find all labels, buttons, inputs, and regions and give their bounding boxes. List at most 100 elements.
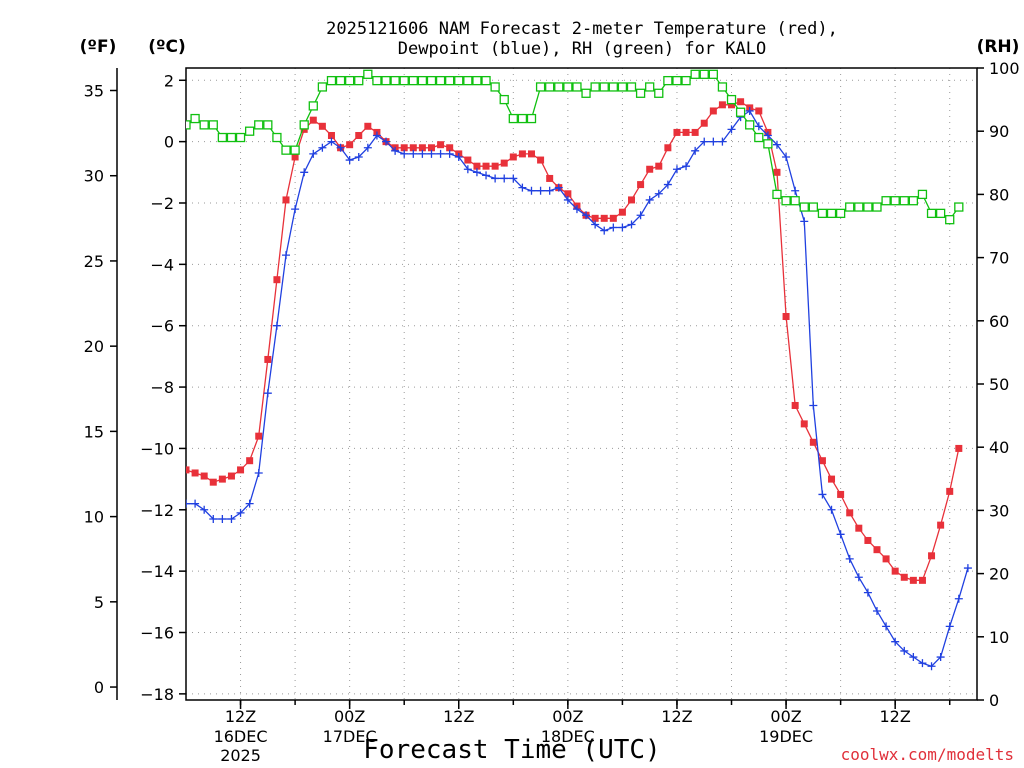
point-temperature: [955, 444, 963, 452]
point-dewpoint: [754, 122, 763, 131]
point-dewpoint: [609, 223, 618, 232]
point-dewpoint: [563, 195, 572, 204]
point-dewpoint: [309, 149, 318, 158]
point-dewpoint: [191, 499, 200, 508]
point-temperature: [446, 144, 454, 152]
point-rh: [408, 75, 418, 86]
tick-label-rh: 80: [989, 185, 1009, 204]
point-temperature: [527, 150, 535, 158]
point-rh: [881, 196, 891, 206]
point-temperature: [728, 101, 736, 109]
point-rh: [226, 132, 237, 143]
point-temperature: [609, 214, 617, 222]
point-temperature: [918, 576, 926, 584]
point-temperature: [246, 457, 254, 465]
point-temperature: [500, 159, 508, 167]
point-temperature: [928, 552, 936, 560]
point-dewpoint: [272, 321, 281, 330]
series-dewpoint: [186, 106, 972, 671]
point-temperature: [637, 181, 645, 189]
point-rh: [599, 82, 609, 92]
point-dewpoint: [391, 146, 400, 155]
unit-label-fahrenheit: (ºF): [80, 37, 117, 57]
point-temperature: [237, 466, 245, 474]
point-temperature: [855, 524, 863, 532]
point-rh: [845, 202, 855, 212]
point-temperature: [864, 536, 872, 544]
point-dewpoint: [536, 186, 545, 195]
series-line-temperature: [186, 100, 960, 581]
tick-label-f: 10: [84, 508, 104, 527]
point-temperature: [591, 214, 599, 222]
point-dewpoint: [718, 137, 727, 146]
point-dewpoint: [900, 646, 909, 655]
tick-label-rh: 40: [989, 438, 1009, 457]
point-dewpoint: [527, 186, 536, 195]
date-label-x: 16DEC: [214, 727, 268, 746]
point-temperature: [355, 131, 363, 139]
tick-label-rh: 30: [989, 501, 1009, 520]
point-temperature: [755, 107, 763, 115]
credit-text: coolwx.com/modelts: [841, 745, 1014, 764]
point-rh: [835, 208, 846, 219]
point-dewpoint: [545, 186, 554, 195]
unit-label-rh: (RH): [977, 37, 1020, 57]
point-dewpoint: [472, 168, 481, 177]
point-rh: [399, 75, 409, 86]
point-rh: [381, 75, 391, 86]
point-rh: [363, 69, 373, 79]
point-temperature: [564, 190, 572, 198]
point-dewpoint: [763, 131, 772, 140]
point-temperature: [491, 162, 499, 170]
point-temperature: [655, 162, 663, 170]
point-temperature: [537, 156, 545, 164]
point-rh: [726, 94, 737, 105]
point-temperature: [509, 153, 517, 161]
tick-label-c: −18: [140, 685, 174, 704]
point-rh: [954, 202, 964, 212]
point-temperature: [773, 168, 781, 176]
point-rh: [190, 113, 200, 124]
point-temperature: [718, 101, 726, 109]
point-dewpoint: [427, 149, 436, 158]
point-temperature: [700, 119, 708, 127]
point-rh: [435, 75, 446, 86]
tick-label-rh: 50: [989, 375, 1009, 394]
point-temperature: [518, 150, 526, 158]
point-rh: [535, 82, 546, 92]
point-rh: [826, 208, 837, 219]
tick-label-rh: 70: [989, 249, 1009, 268]
point-dewpoint: [845, 554, 854, 563]
point-dewpoint: [827, 505, 836, 514]
point-dewpoint: [700, 137, 709, 146]
point-dewpoint: [400, 149, 409, 158]
point-rh: [763, 139, 773, 149]
point-rh: [217, 132, 228, 143]
point-rh: [490, 82, 500, 92]
point-rh: [417, 75, 428, 86]
point-dewpoint: [872, 607, 881, 616]
point-rh: [208, 120, 218, 130]
point-temperature: [291, 153, 299, 161]
tick-label-rh: 100: [989, 59, 1020, 78]
point-rh: [945, 215, 955, 225]
point-rh: [244, 126, 255, 136]
point-dewpoint: [809, 401, 818, 410]
point-temperature: [600, 214, 608, 222]
point-rh: [299, 120, 309, 130]
point-rh: [463, 75, 473, 86]
point-temperature: [809, 438, 817, 446]
point-rh: [608, 82, 618, 92]
series-layer: [186, 69, 972, 671]
point-rh: [790, 196, 800, 206]
point-dewpoint: [263, 389, 272, 398]
tick-label-x: 00Z: [552, 707, 583, 726]
x-axis-title: Forecast Time (UTC): [363, 735, 660, 765]
chart-title-line1: 2025121606 NAM Forecast 2-meter Temperat…: [326, 19, 838, 39]
point-temperature: [227, 472, 235, 480]
point-dewpoint: [218, 514, 227, 523]
point-dewpoint: [327, 137, 336, 146]
point-rh: [654, 88, 664, 98]
tick-label-f: 15: [84, 422, 104, 441]
tick-label-f: 5: [94, 593, 104, 612]
